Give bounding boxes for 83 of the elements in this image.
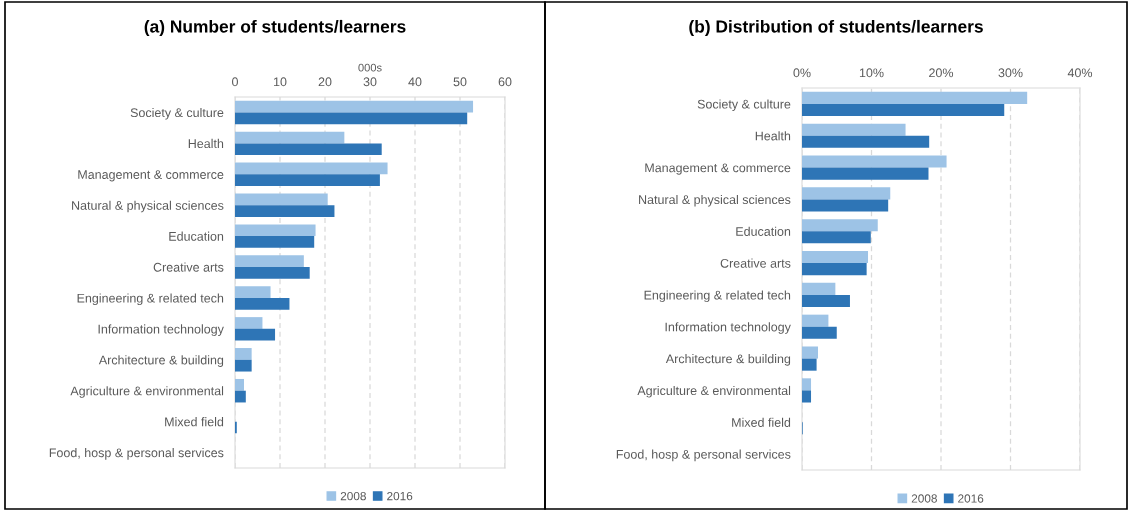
bar — [235, 100, 474, 113]
y-tick-label: Creative arts — [720, 258, 791, 268]
y-tick-label: Creative arts — [153, 262, 224, 272]
bar — [802, 231, 871, 244]
y-tick-label: Society & culture — [697, 99, 791, 112]
x-tick-label: 20% — [929, 68, 954, 78]
bar — [802, 91, 1028, 104]
bar — [235, 162, 388, 175]
bar — [235, 143, 382, 156]
y-tick-label: Management & commerce — [645, 163, 791, 175]
bar — [235, 390, 246, 403]
y-tick-label: Health — [755, 131, 791, 141]
y-tick-label: Education — [169, 231, 224, 241]
bar — [802, 314, 829, 327]
legend-label: 2016 — [958, 494, 984, 503]
y-tick-label: Natural & physical sciences — [639, 194, 791, 207]
y-tick-label: Mixed field — [165, 417, 224, 427]
x-tick-label: 60 — [498, 77, 512, 87]
y-tick-label: Food, hosp & personal services — [616, 449, 791, 462]
bar — [802, 250, 869, 264]
y-tick-label: Architecture & building — [665, 354, 791, 366]
bar — [235, 131, 345, 144]
bar — [235, 174, 380, 187]
bar — [235, 255, 304, 268]
bar — [802, 187, 891, 200]
bar — [235, 317, 263, 329]
bar — [235, 193, 328, 206]
bar — [802, 282, 836, 295]
bar — [802, 199, 889, 212]
bar — [235, 286, 271, 298]
x-tick-label: 20 — [318, 77, 332, 87]
bar — [235, 297, 290, 310]
bar — [802, 294, 850, 308]
y-tick-label: Information technology — [98, 324, 224, 336]
y-tick-label: Mixed field — [732, 417, 791, 427]
bar — [235, 112, 468, 125]
x-tick-label: 0% — [793, 68, 811, 78]
bar — [235, 267, 310, 279]
x-tick-label: 30 — [363, 77, 377, 87]
y-tick-label: Society & culture — [130, 107, 224, 120]
bar — [802, 378, 812, 391]
y-tick-label: Engineering & related tech — [77, 293, 224, 306]
bar — [802, 167, 929, 180]
bar — [235, 378, 244, 391]
bar — [802, 155, 947, 168]
y-tick-label: Agriculture & environmental — [70, 386, 224, 398]
x-tick-label: 30% — [998, 68, 1023, 78]
bar — [802, 326, 837, 339]
bar — [235, 348, 252, 360]
bar — [235, 205, 335, 217]
y-tick-label: Management & commerce — [78, 170, 224, 182]
x-tick-label: 40% — [1067, 68, 1093, 78]
x-axis-title: 000s — [358, 63, 382, 72]
y-tick-label: Natural & physical sciences — [72, 200, 224, 213]
x-tick-label: 10 — [274, 77, 287, 87]
y-tick-label: Information technology — [665, 322, 791, 334]
bar — [235, 359, 252, 372]
bar — [802, 123, 906, 136]
bar — [802, 358, 817, 371]
bar — [235, 236, 315, 248]
bar — [235, 328, 276, 341]
legend-label: 2008 — [340, 491, 366, 501]
y-tick-label: Engineering & related tech — [644, 290, 791, 303]
x-tick-label: 10% — [859, 68, 884, 78]
bar — [802, 135, 930, 148]
bar — [802, 219, 878, 232]
y-tick-label: Education — [736, 226, 791, 236]
y-tick-label: Health — [188, 138, 224, 149]
y-tick-label: Food, hosp & personal services — [49, 448, 224, 460]
bar — [802, 346, 818, 359]
bar — [802, 263, 867, 276]
y-tick-label: Agriculture & environmental — [637, 385, 791, 398]
x-tick-label: 40 — [408, 77, 422, 87]
y-tick-label: Architecture & building — [98, 355, 224, 367]
x-tick-label: 0 — [232, 77, 238, 87]
chart-title: (b) Distribution of students/learners — [689, 19, 983, 37]
legend-label: 2008 — [911, 494, 937, 503]
bar — [235, 224, 316, 237]
chart-title: (a) Number of students/learners — [144, 19, 406, 37]
bar — [802, 390, 812, 403]
bar — [802, 103, 1005, 117]
x-tick-label: 50 — [453, 77, 467, 87]
legend-label: 2016 — [387, 491, 413, 501]
